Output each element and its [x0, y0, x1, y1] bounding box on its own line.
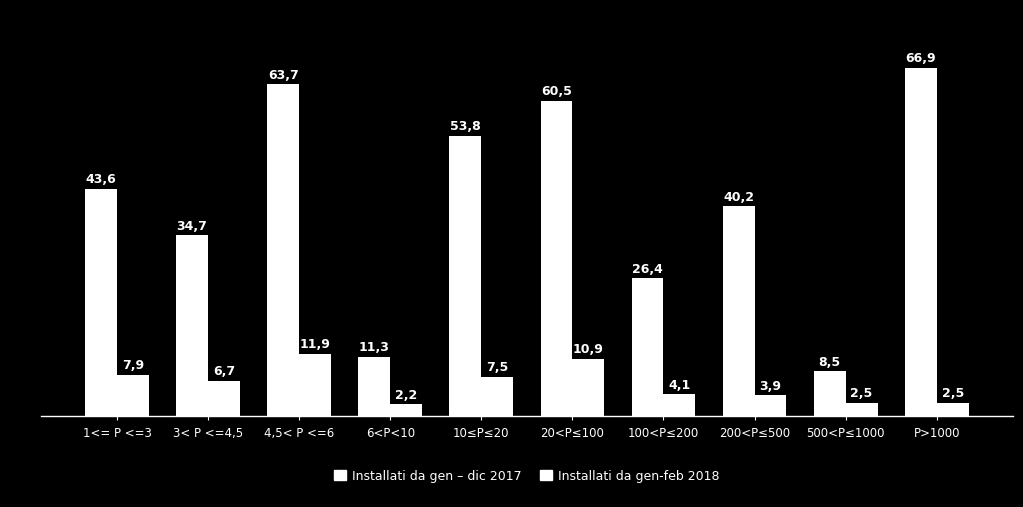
Text: 11,9: 11,9	[300, 338, 330, 351]
Text: 34,7: 34,7	[177, 220, 208, 233]
Text: 7,9: 7,9	[122, 359, 144, 372]
Text: 11,3: 11,3	[359, 341, 390, 354]
Text: 2,2: 2,2	[395, 389, 417, 402]
Bar	[904, 67, 937, 416]
Bar	[937, 403, 969, 416]
Text: 6,7: 6,7	[213, 365, 235, 378]
Text: 7,5: 7,5	[486, 361, 508, 374]
Text: 63,7: 63,7	[268, 68, 299, 82]
Bar	[390, 404, 422, 416]
Text: 60,5: 60,5	[541, 85, 572, 98]
Bar	[117, 375, 149, 416]
Text: 43,6: 43,6	[86, 173, 117, 186]
Text: 53,8: 53,8	[450, 120, 481, 133]
Bar	[631, 278, 664, 416]
Text: 26,4: 26,4	[632, 263, 663, 276]
Bar	[846, 403, 878, 416]
Bar	[358, 357, 390, 416]
Bar	[540, 101, 573, 416]
Bar	[85, 189, 117, 416]
Text: 8,5: 8,5	[818, 356, 841, 369]
Bar	[813, 372, 846, 416]
Text: 2,5: 2,5	[850, 387, 873, 400]
Text: 3,9: 3,9	[759, 380, 782, 393]
Bar	[481, 377, 514, 416]
Bar	[299, 354, 331, 416]
Text: 40,2: 40,2	[723, 191, 754, 204]
Bar	[267, 84, 299, 416]
Bar	[449, 136, 481, 416]
Bar	[573, 359, 605, 416]
Bar	[755, 395, 787, 416]
Bar	[176, 235, 208, 416]
Bar	[722, 206, 755, 416]
Legend: Installati da gen – dic 2017, Installati da gen-feb 2018: Installati da gen – dic 2017, Installati…	[329, 464, 724, 488]
Bar	[664, 394, 696, 416]
Bar	[208, 381, 240, 416]
Text: 10,9: 10,9	[573, 343, 604, 356]
Text: 2,5: 2,5	[941, 387, 964, 400]
Text: 66,9: 66,9	[905, 52, 936, 65]
Text: 4,1: 4,1	[668, 379, 691, 392]
